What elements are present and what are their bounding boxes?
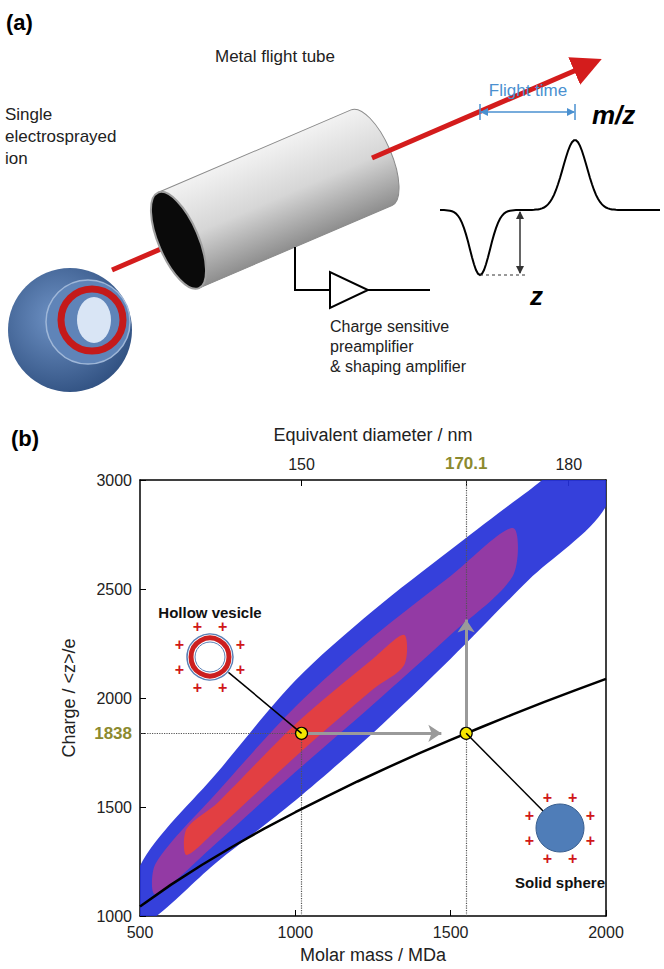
svg-text:+: + [218, 618, 227, 635]
svg-text:180: 180 [555, 456, 582, 473]
svg-text:2000: 2000 [588, 924, 624, 941]
svg-text:500: 500 [127, 924, 154, 941]
svg-text:z: z [529, 281, 543, 311]
svg-text:Single: Single [5, 105, 52, 124]
svg-text:ion: ion [5, 149, 28, 168]
svg-text:Flight time: Flight time [489, 81, 567, 100]
svg-text:+: + [543, 850, 552, 867]
svg-text:preamplifier: preamplifier [330, 338, 414, 355]
svg-text:+: + [175, 636, 184, 653]
svg-text:170.1: 170.1 [445, 454, 488, 473]
svg-text:1500: 1500 [433, 924, 469, 941]
svg-text:2000: 2000 [96, 690, 132, 707]
svg-text:1500: 1500 [96, 799, 132, 816]
svg-text:Equivalent diameter / nm: Equivalent diameter / nm [273, 425, 472, 445]
svg-text:+: + [525, 832, 534, 849]
svg-text:Molar mass / MDa: Molar mass / MDa [300, 945, 447, 965]
svg-text:+: + [193, 618, 202, 635]
svg-text:+: + [543, 789, 552, 806]
svg-text:+: + [175, 661, 184, 678]
svg-text:+: + [525, 807, 534, 824]
svg-text:Solid sphere: Solid sphere [515, 874, 605, 891]
svg-text:(a): (a) [6, 10, 33, 35]
svg-text:150: 150 [288, 456, 315, 473]
svg-text:Charge sensitive: Charge sensitive [330, 318, 449, 335]
svg-text:+: + [193, 679, 202, 696]
svg-text:1000: 1000 [278, 924, 314, 941]
svg-text:+: + [218, 679, 227, 696]
svg-text:Charge / <z>/e: Charge / <z>/e [59, 638, 79, 757]
svg-text:+: + [236, 636, 245, 653]
svg-text:+: + [568, 789, 577, 806]
svg-text:+: + [586, 832, 595, 849]
svg-text:(b): (b) [11, 426, 39, 451]
svg-text:+: + [236, 661, 245, 678]
svg-text:3000: 3000 [96, 472, 132, 489]
svg-text:+: + [586, 807, 595, 824]
svg-text:2500: 2500 [96, 581, 132, 598]
svg-text:electrosprayed: electrosprayed [5, 127, 117, 146]
svg-text:Metal flight tube: Metal flight tube [215, 47, 335, 66]
svg-text:+: + [568, 850, 577, 867]
svg-text:1838: 1838 [94, 724, 132, 743]
svg-text:& shaping amplifier: & shaping amplifier [330, 358, 467, 375]
svg-text:Hollow vesicle: Hollow vesicle [158, 604, 261, 621]
svg-text:m/z: m/z [592, 100, 635, 130]
svg-text:1000: 1000 [96, 908, 132, 925]
